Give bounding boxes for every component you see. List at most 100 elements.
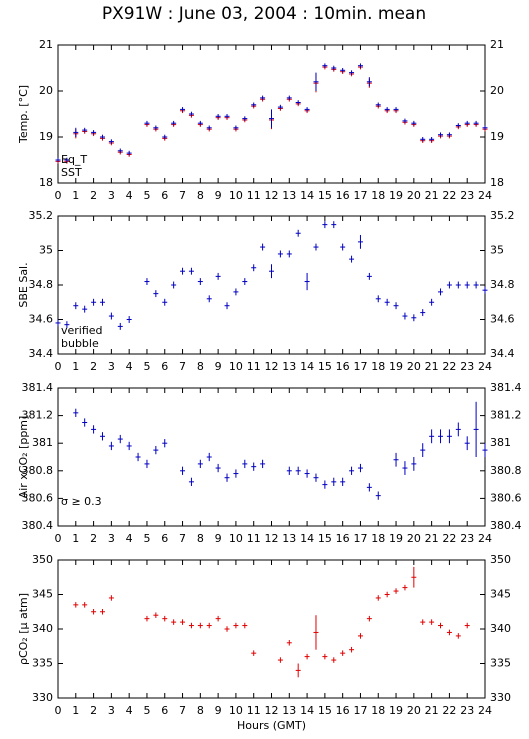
y-tick-label: 21: [490, 38, 504, 51]
y-tick-label: 345: [490, 588, 511, 601]
x-tick-label: 7: [179, 189, 186, 202]
x-tick-label: 21: [425, 360, 439, 373]
x-tick-label: 14: [300, 532, 314, 545]
x-tick-label: 8: [197, 360, 204, 373]
x-tick-label: 8: [197, 189, 204, 202]
x-tick-label: 4: [126, 704, 133, 717]
x-tick-label: 11: [247, 189, 261, 202]
x-tick-label: 15: [318, 360, 332, 373]
x-tick-label: 14: [300, 704, 314, 717]
x-tick-label: 0: [55, 189, 62, 202]
y-tick-label: 35: [39, 244, 53, 257]
x-tick-label: 23: [460, 704, 474, 717]
x-tick-label: 18: [371, 704, 385, 717]
x-tick-label: 22: [442, 532, 456, 545]
x-tick-label: 9: [215, 189, 222, 202]
y-tick-label: 380.6: [490, 491, 522, 504]
y-tick-label: 34.4: [490, 347, 515, 360]
x-tick-label: 6: [161, 532, 168, 545]
y-axis-label: SBE Sal.: [17, 262, 30, 307]
x-tick-label: 16: [336, 360, 350, 373]
x-tick-label: 23: [460, 189, 474, 202]
x-tick-label: 17: [353, 189, 367, 202]
y-tick-label: 34.8: [29, 278, 54, 291]
y-tick-label: 34.4: [29, 347, 54, 360]
y-tick-label: 35.2: [490, 209, 515, 222]
y-tick-label: 381.4: [490, 381, 522, 394]
x-tick-label: 20: [407, 704, 421, 717]
x-tick-label: 13: [282, 532, 296, 545]
x-tick-label: 24: [478, 189, 492, 202]
x-tick-label: 24: [478, 704, 492, 717]
y-tick-label: 330: [490, 691, 511, 704]
x-tick-label: 5: [143, 189, 150, 202]
y-tick-label: 381.2: [490, 409, 522, 422]
y-tick-label: 19: [490, 130, 504, 143]
x-tick-label: 18: [371, 189, 385, 202]
x-tick-label: 24: [478, 532, 492, 545]
x-tick-label: 13: [282, 704, 296, 717]
y-tick-label: 381: [490, 436, 511, 449]
x-tick-label: 12: [265, 704, 279, 717]
y-tick-label: 335: [490, 657, 511, 670]
plot-frame: [57, 559, 486, 699]
x-tick-label: 8: [197, 704, 204, 717]
x-tick-label: 24: [478, 360, 492, 373]
x-tick-label: 17: [353, 360, 367, 373]
x-tick-label: 17: [353, 704, 367, 717]
y-tick-label: 34.6: [490, 313, 515, 326]
plot-frame: [57, 387, 486, 527]
y-tick-label: 20: [39, 84, 53, 97]
x-tick-label: 9: [215, 360, 222, 373]
x-tick-label: 19: [389, 532, 403, 545]
y-tick-label: 345: [32, 588, 53, 601]
x-tick-label: 2: [90, 532, 97, 545]
x-tick-label: 5: [143, 360, 150, 373]
y-tick-label: 330: [32, 691, 53, 704]
x-tick-label: 14: [300, 189, 314, 202]
y-axis-label: Air xCO₂ [ppm]: [17, 416, 30, 499]
x-tick-label: 19: [389, 360, 403, 373]
x-tick-label: 6: [161, 704, 168, 717]
y-tick-label: 35: [490, 244, 504, 257]
chart-title: PX91W : June 03, 2004 : 10min. mean: [102, 4, 426, 24]
y-tick-label: 335: [32, 657, 53, 670]
y-tick-label: 20: [490, 84, 504, 97]
plot-frame: [57, 215, 486, 355]
x-tick-label: 1: [72, 189, 79, 202]
x-tick-label: 11: [247, 532, 261, 545]
annotation: σ ≥ 0.3: [61, 495, 102, 508]
y-tick-label: 381.2: [22, 409, 54, 422]
x-tick-label: 18: [371, 532, 385, 545]
x-tick-label: 22: [442, 704, 456, 717]
x-tick-label: 7: [179, 704, 186, 717]
y-axis-label: ρCO₂ [µ atm]: [17, 593, 30, 665]
y-tick-label: 380.8: [490, 464, 522, 477]
y-tick-label: 380.6: [22, 491, 54, 504]
x-tick-label: 17: [353, 532, 367, 545]
x-tick-label: 13: [282, 360, 296, 373]
y-tick-label: 381: [32, 436, 53, 449]
x-tick-label: 6: [161, 360, 168, 373]
y-tick-label: 350: [490, 553, 511, 566]
x-tick-label: 3: [108, 704, 115, 717]
y-tick-label: 340: [490, 622, 511, 635]
x-tick-label: 19: [389, 704, 403, 717]
x-tick-label: 0: [55, 360, 62, 373]
legend-label: bubble: [61, 337, 99, 350]
y-tick-label: 381.4: [22, 381, 54, 394]
x-tick-label: 4: [126, 532, 133, 545]
legend-label: SST: [61, 166, 82, 179]
x-tick-label: 20: [407, 360, 421, 373]
x-tick-label: 20: [407, 532, 421, 545]
x-tick-label: 13: [282, 189, 296, 202]
x-tick-label: 23: [460, 532, 474, 545]
x-tick-label: 11: [247, 704, 261, 717]
x-tick-label: 22: [442, 189, 456, 202]
x-tick-label: 10: [229, 532, 243, 545]
x-tick-label: 0: [55, 704, 62, 717]
x-tick-label: 21: [425, 532, 439, 545]
x-axis-label: Hours (GMT): [237, 719, 306, 732]
x-tick-label: 3: [108, 360, 115, 373]
